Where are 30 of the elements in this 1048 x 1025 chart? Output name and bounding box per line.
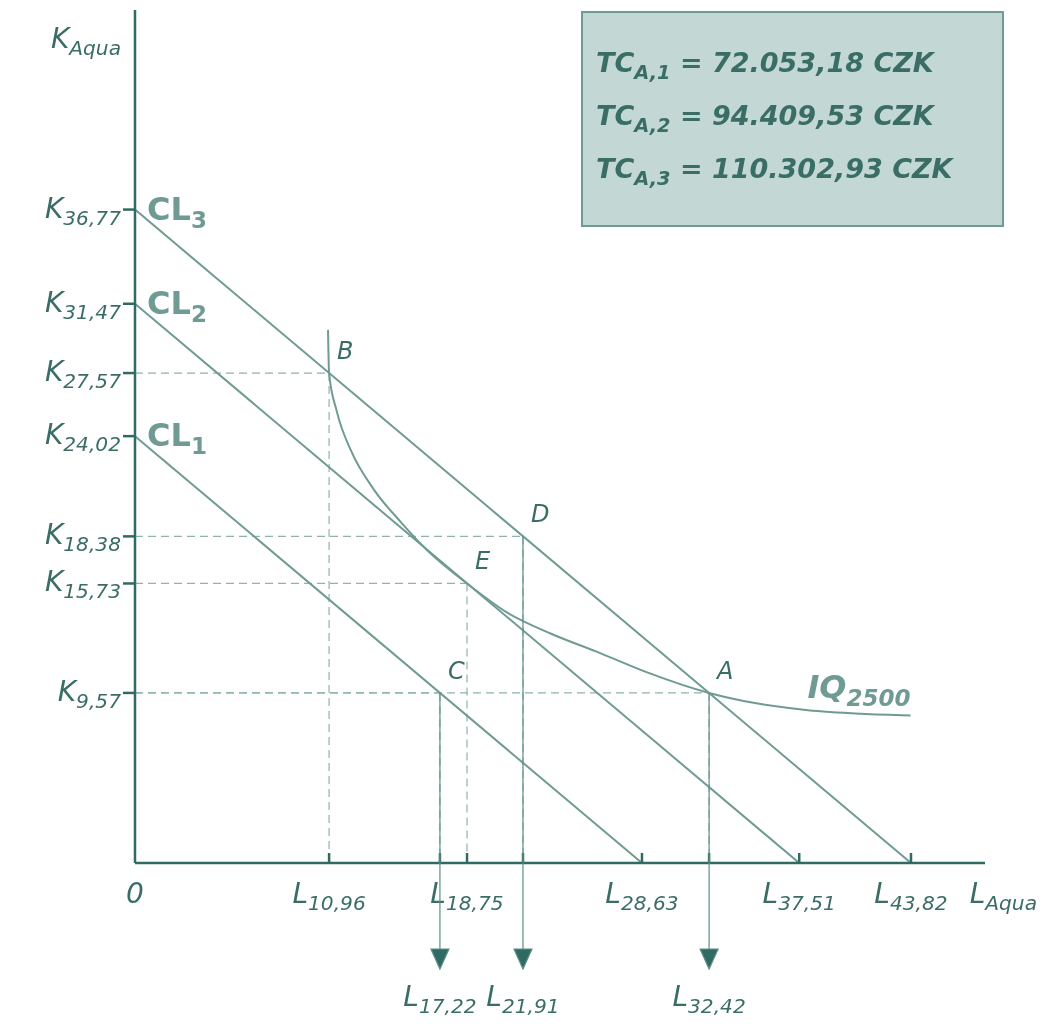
y-axis-title: K$_{Aqua}$	[50, 22, 121, 60]
annotation: L$_{21,91}$	[486, 980, 560, 1018]
series-label: CL$_{1}$	[147, 416, 207, 460]
x-tick-label: L$_{10,96}$	[292, 877, 366, 915]
annotation: B	[337, 337, 354, 366]
annotation: TC$_{A,3}$ = 110.302,93 CZK	[596, 153, 955, 190]
y-tick-label: K$_{27,57}$	[44, 355, 122, 394]
annotation: L$_{17,22}$	[403, 980, 477, 1018]
annotation: C	[447, 656, 465, 685]
annotation: A	[715, 656, 734, 685]
x-tick-label: L$_{43,82}$	[874, 877, 948, 915]
y-tick-label: K$_{9,57}$	[57, 674, 122, 713]
annotation: L$_{32,42}$	[672, 980, 746, 1018]
y-tick-label: K$_{18,38}$	[44, 518, 121, 557]
y-tick-label: K$_{36,77}$	[44, 191, 122, 230]
y-tick-label: K$_{15,73}$	[44, 565, 121, 604]
annotation: TC$_{A,2}$ = 94.409,53 CZK	[596, 100, 936, 137]
series-label: CL$_{3}$	[147, 189, 207, 233]
annotation: E	[475, 547, 492, 576]
annotation: TC$_{A,1}$ = 72.053,18 CZK	[596, 47, 936, 84]
x-axis-title: L$_{Aqua}$	[969, 877, 1037, 915]
x-tick-label: L$_{28,63}$	[605, 877, 679, 915]
x-tick-label: L$_{37,51}$	[762, 877, 836, 915]
x-tick-label: L$_{18,75}$	[430, 877, 504, 915]
series-label: CL$_{2}$	[147, 283, 207, 327]
y-tick-label: K$_{24,02}$	[44, 418, 121, 457]
x-tick-label: 0	[126, 877, 144, 910]
annotation: D	[530, 500, 550, 529]
y-tick-label: K$_{31,47}$	[44, 285, 122, 324]
series-label: IQ$_{2500}$	[807, 667, 911, 711]
